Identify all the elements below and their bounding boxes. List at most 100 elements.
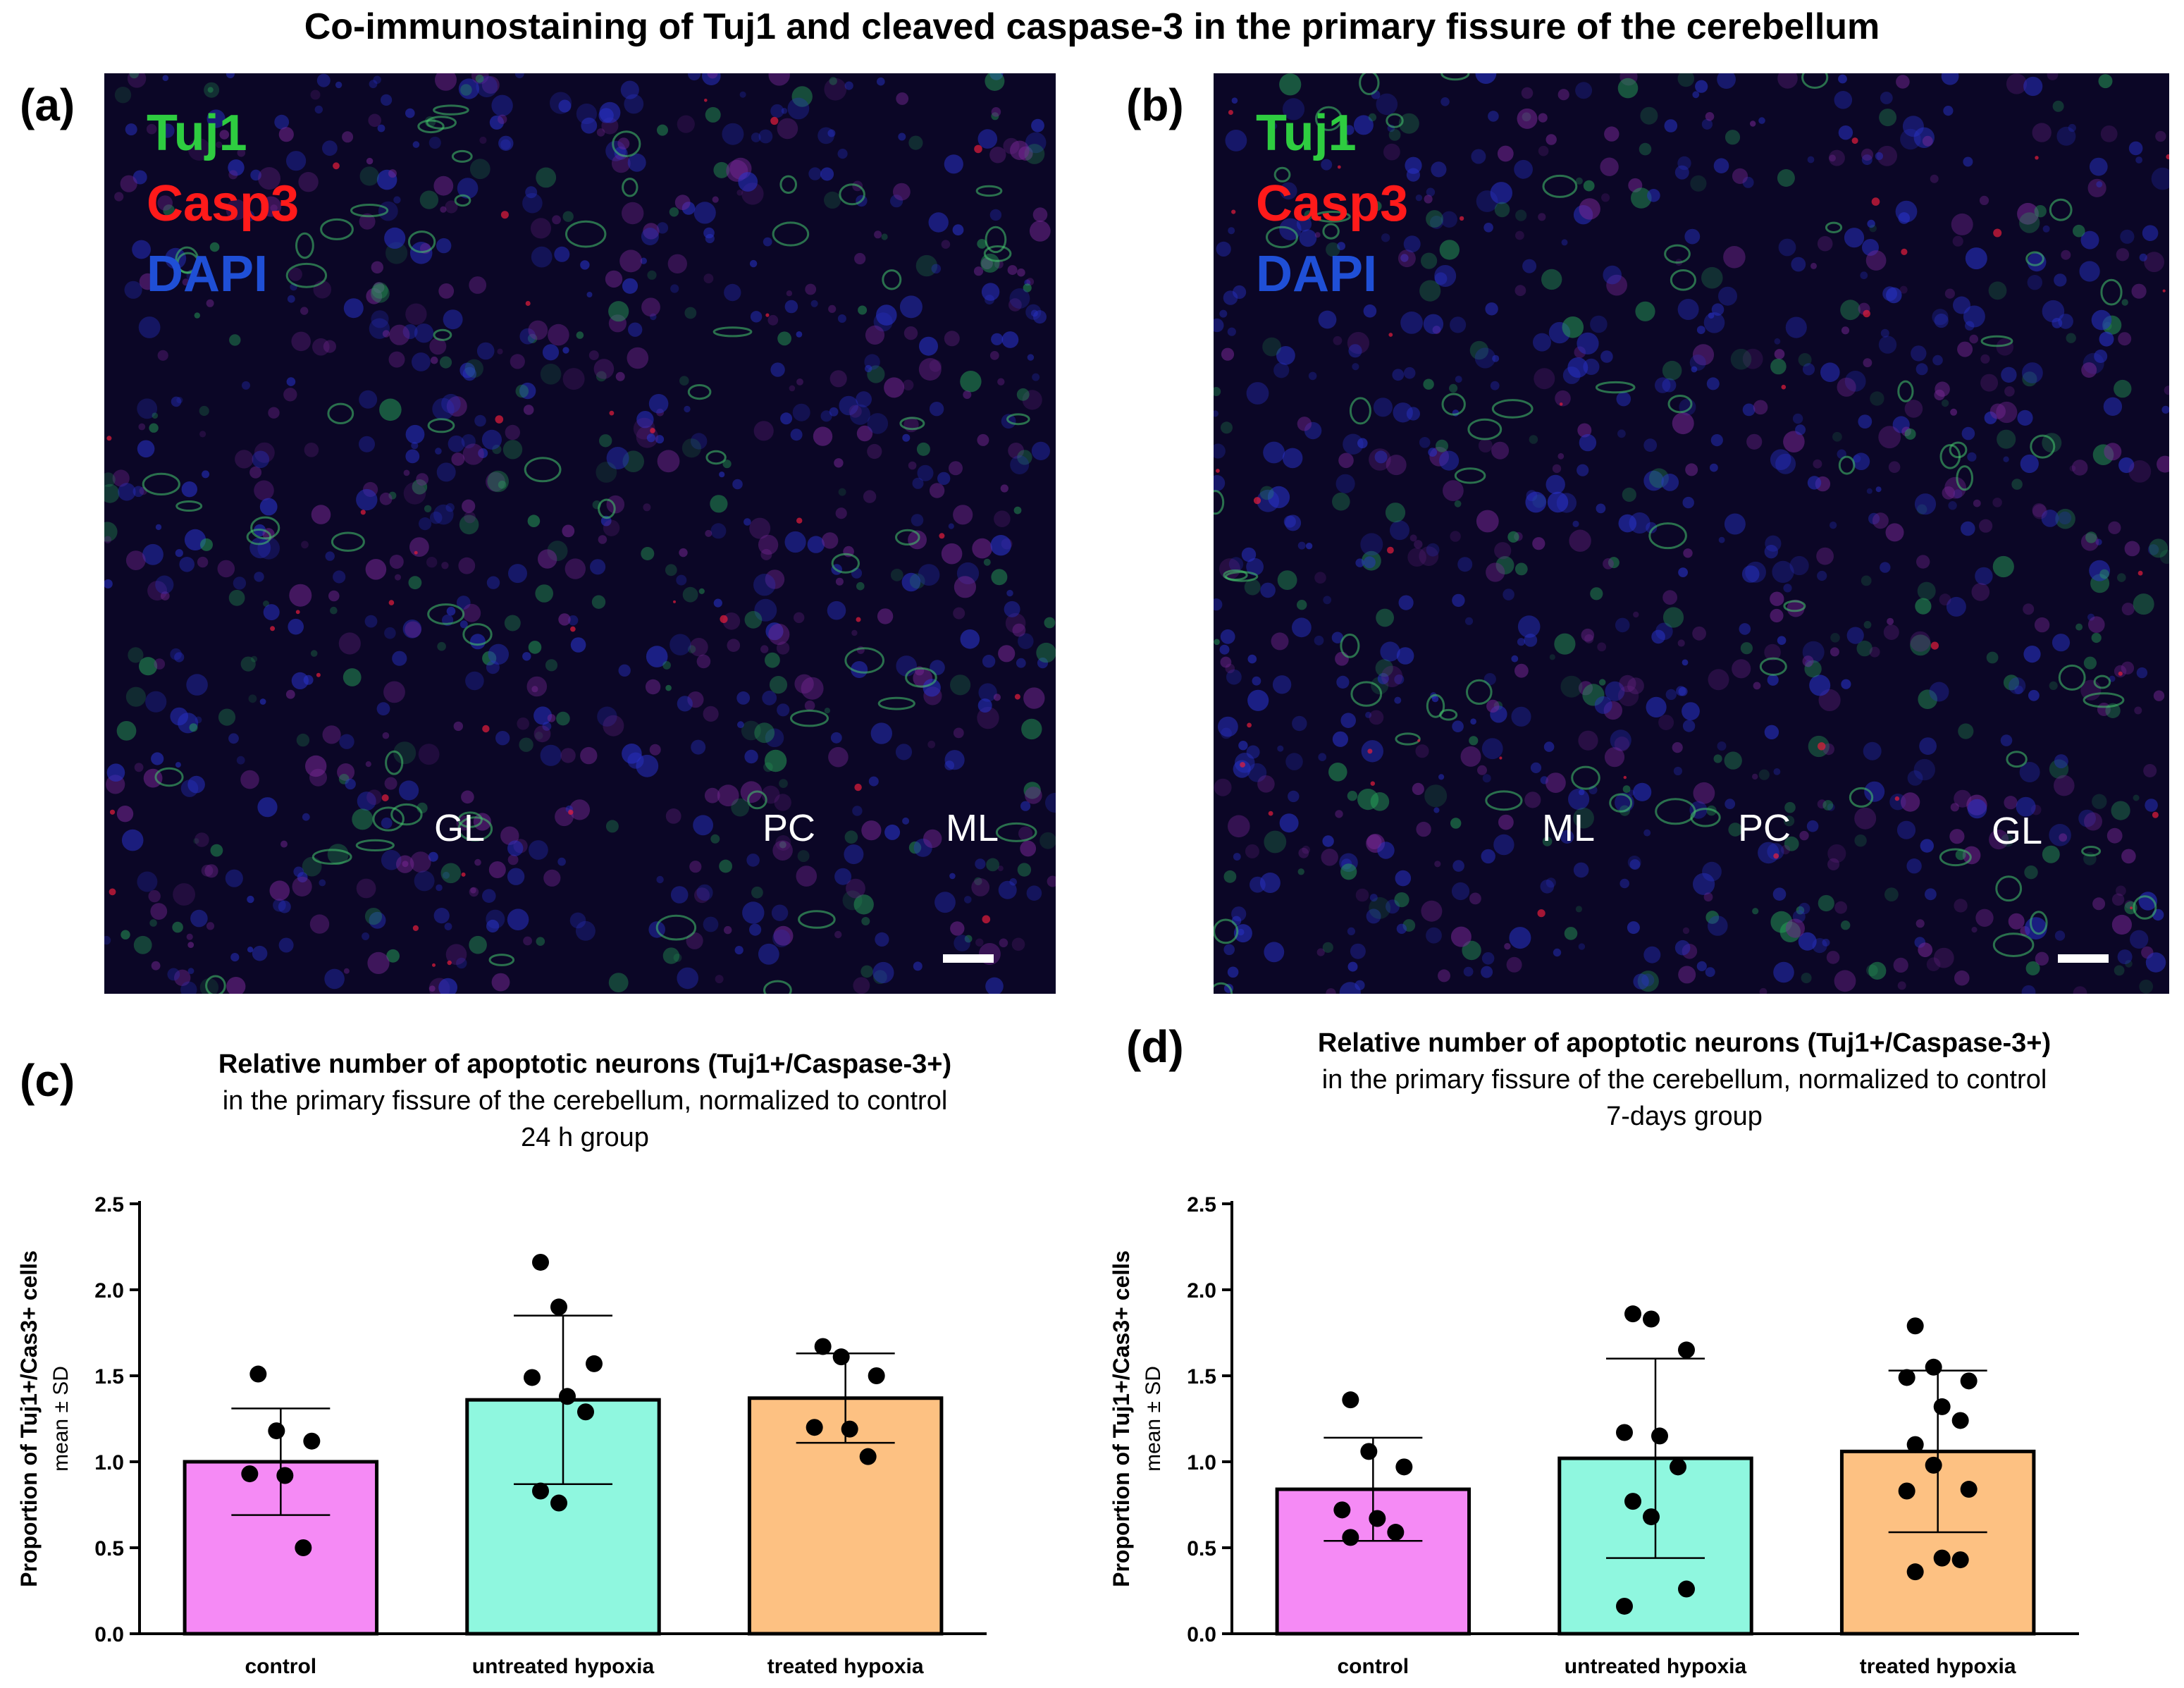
cell-blob bbox=[1332, 731, 1348, 747]
cell-blob bbox=[1758, 769, 1770, 780]
cell-blob bbox=[1017, 863, 1032, 877]
cell-blob bbox=[149, 423, 159, 433]
cell-blob bbox=[804, 700, 815, 711]
cell-blob bbox=[240, 656, 256, 672]
cell-blob bbox=[1619, 674, 1636, 693]
cell-blob bbox=[777, 703, 790, 717]
cell-blob bbox=[261, 196, 282, 217]
casp3-spot bbox=[461, 872, 466, 877]
cell-blob bbox=[257, 797, 278, 818]
neuron-outline bbox=[2083, 692, 2125, 708]
cell-blob bbox=[2058, 511, 2072, 525]
cell-blob bbox=[2144, 252, 2164, 273]
cell-blob bbox=[1318, 753, 1326, 761]
cell-blob bbox=[1214, 387, 1221, 396]
cell-blob bbox=[684, 405, 691, 413]
legend-tuj1-b: Tuj1 bbox=[1256, 105, 1357, 161]
cell-blob bbox=[794, 612, 805, 623]
cell-blob bbox=[1950, 408, 1958, 416]
cell-blob bbox=[1568, 788, 1590, 810]
cell-blob bbox=[1579, 433, 1597, 452]
cell-blob bbox=[1605, 681, 1625, 701]
cell-blob bbox=[2000, 734, 2013, 746]
cell-blob bbox=[381, 849, 402, 870]
cell-blob bbox=[1777, 73, 1798, 89]
neuron-outline bbox=[427, 418, 455, 433]
neuron-outline bbox=[1467, 418, 1503, 441]
cell-blob bbox=[1469, 892, 1481, 905]
cell-blob bbox=[568, 615, 579, 626]
cell-blob bbox=[237, 149, 246, 157]
cell-blob bbox=[1395, 870, 1412, 887]
cell-blob bbox=[1314, 572, 1326, 584]
cell-blob bbox=[835, 507, 847, 519]
cell-blob bbox=[977, 706, 999, 729]
cell-blob bbox=[471, 73, 489, 85]
cell-blob bbox=[645, 679, 661, 695]
cell-blob bbox=[738, 172, 758, 192]
cell-blob bbox=[2055, 508, 2075, 529]
cell-blob bbox=[696, 884, 713, 901]
neuron-outline bbox=[975, 185, 1003, 197]
cell-blob bbox=[1578, 681, 1593, 696]
cell-blob bbox=[2024, 865, 2038, 880]
cell-blob bbox=[474, 858, 481, 866]
neuron-outline bbox=[985, 226, 1007, 254]
cell-blob bbox=[1233, 853, 1241, 861]
cell-blob bbox=[2041, 510, 2059, 527]
cell-blob bbox=[1791, 257, 1806, 272]
cell-blob bbox=[1450, 926, 1472, 947]
cell-blob bbox=[330, 606, 338, 615]
cell-blob bbox=[1047, 875, 1056, 887]
chart-c-point bbox=[550, 1494, 567, 1512]
cell-blob bbox=[2124, 541, 2140, 557]
cell-blob bbox=[1703, 892, 1713, 902]
cell-blob bbox=[138, 423, 146, 431]
cell-blob bbox=[138, 316, 161, 338]
cell-blob bbox=[982, 655, 996, 668]
cell-blob bbox=[1622, 487, 1636, 503]
cell-blob bbox=[1273, 362, 1290, 378]
cell-blob bbox=[2009, 677, 2026, 695]
cell-blob bbox=[908, 461, 917, 470]
cell-blob bbox=[1352, 363, 1359, 371]
cell-blob bbox=[1347, 332, 1369, 355]
casp3-spot bbox=[1773, 853, 1779, 859]
cell-blob bbox=[405, 303, 427, 325]
cell-blob bbox=[1231, 97, 1238, 104]
cell-blob bbox=[1292, 715, 1307, 732]
cell-blob bbox=[1643, 438, 1658, 452]
cell-blob bbox=[469, 935, 487, 954]
cell-blob bbox=[1963, 156, 1973, 167]
cell-blob bbox=[120, 175, 137, 192]
neuron-outline bbox=[2100, 278, 2123, 306]
cell-blob bbox=[1817, 799, 1827, 809]
neuron-outline bbox=[747, 790, 767, 810]
cell-blob bbox=[676, 574, 687, 586]
cell-blob bbox=[547, 541, 568, 562]
cell-blob bbox=[1577, 464, 1589, 476]
cell-blob bbox=[1627, 921, 1640, 935]
neuron-outline bbox=[2058, 664, 2086, 691]
cell-blob bbox=[715, 975, 724, 984]
cell-blob bbox=[828, 304, 837, 313]
cell-blob bbox=[199, 405, 209, 417]
cell-blob bbox=[1357, 438, 1368, 449]
cell-blob bbox=[1471, 149, 1486, 164]
cell-blob bbox=[1547, 491, 1569, 513]
cell-blob bbox=[1646, 696, 1667, 718]
cell-blob bbox=[1832, 431, 1842, 442]
cell-blob bbox=[1020, 840, 1037, 857]
cell-blob bbox=[590, 559, 606, 575]
chart-c-title-line2: in the primary fissure of the cerebellum… bbox=[222, 1086, 948, 1116]
cell-blob bbox=[193, 838, 199, 844]
cell-blob bbox=[476, 342, 495, 360]
cell-blob bbox=[298, 172, 319, 192]
cell-blob bbox=[580, 746, 598, 765]
cell-blob bbox=[2114, 665, 2127, 678]
cell-blob bbox=[569, 799, 591, 820]
cell-blob bbox=[1799, 902, 1810, 915]
cell-blob bbox=[784, 300, 798, 314]
cell-blob bbox=[137, 871, 158, 892]
cell-blob bbox=[1514, 562, 1528, 576]
